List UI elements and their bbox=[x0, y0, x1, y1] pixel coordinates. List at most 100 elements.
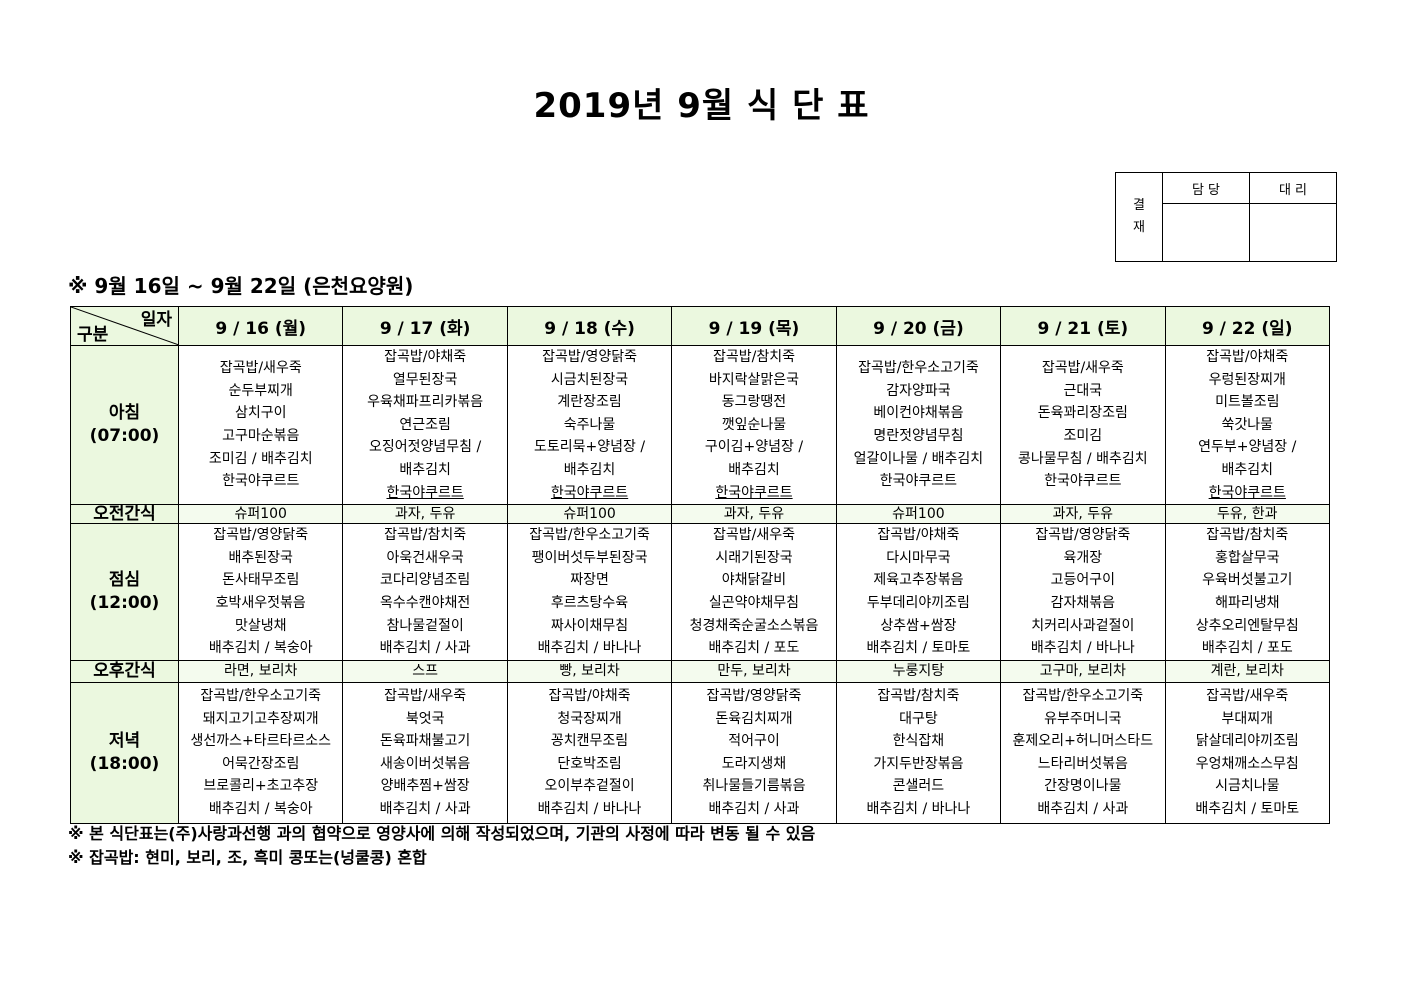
menu-item: 닭살데리야끼조림 bbox=[1195, 733, 1299, 750]
menu-item: 한국야쿠르트 bbox=[1208, 484, 1286, 501]
menu-item: 배추김치 / 사과 bbox=[708, 800, 800, 817]
menu-item: 간장명이나물 bbox=[1044, 778, 1122, 795]
menu-item: 한국야쿠르트 bbox=[386, 484, 464, 501]
menu-item: 조미김 / 배추김치 bbox=[208, 450, 313, 467]
header-row: 일자 구분 9 / 16 (월) 9 / 17 (화) 9 / 18 (수) 9 / … bbox=[70, 306, 1331, 346]
menu-item: 후르츠탕수육 bbox=[550, 594, 629, 611]
menu-item: 동그랑땡전 bbox=[721, 394, 787, 411]
menu-item: 오징어젓양념무침 / bbox=[369, 439, 482, 456]
approval-sign-manager[interactable] bbox=[1162, 203, 1250, 262]
menu-item: 베이컨야채볶음 bbox=[873, 405, 964, 422]
menu-cell: 잡곡밥/영양닭죽 돈육김치찌개 적어구이 도라지생채 취나물들기름볶음 배추김치 / 사과 bbox=[671, 681, 837, 824]
menu-item: 얼갈이나물 / 배추김치 bbox=[853, 450, 984, 467]
menu-item: 육개장 bbox=[1063, 549, 1103, 566]
menu-item: 제육고추장볶음 bbox=[873, 572, 964, 589]
approval-sign-deputy[interactable] bbox=[1249, 203, 1337, 262]
menu-item: 홍합살무국 bbox=[1215, 549, 1280, 566]
approval-col-manager: 담 당 bbox=[1162, 172, 1250, 204]
menu-item: 시금치된장국 bbox=[550, 371, 629, 388]
menu-cell: 슈퍼100 bbox=[835, 504, 1002, 525]
menu-item: 돈육김치찌개 bbox=[715, 710, 793, 727]
day-header: 9 / 19 (목) bbox=[671, 306, 837, 346]
menu-cell: 잡곡밥/영양닭죽 배추된장국 돈사태무조림 호박새우젓볶음 맛살냉채 배추김치 / 복숭아 bbox=[177, 523, 344, 661]
menu-cell: 잡곡밥/야채죽 우렁된장찌개 미트볼조림 쑥갓나물 연두부+양념장 / 배추김치 한국야쿠르… bbox=[1164, 344, 1331, 506]
page-title: 2019년 9월 식 단 표 bbox=[533, 86, 870, 126]
menu-item: 미트볼조림 bbox=[1215, 394, 1280, 411]
menu-item: 감자채볶음 bbox=[1050, 594, 1116, 611]
menu-item: 잡곡밥/한우소고기죽 bbox=[200, 687, 322, 704]
corner-cell: 일자 구분 bbox=[70, 306, 179, 346]
menu-item: 조미김 bbox=[1063, 428, 1103, 445]
menu-item: 단호박조림 bbox=[557, 755, 622, 772]
menu-item: 한국야쿠르트 bbox=[879, 473, 958, 490]
menu-item: 감자양파국 bbox=[886, 382, 951, 399]
menu-item: 꽁치캔무조림 bbox=[550, 733, 629, 750]
menu-item: 배추김치 / 포도 bbox=[708, 640, 800, 657]
menu-item: 실곤약야채무침 bbox=[708, 594, 800, 611]
menu-item: 잡곡밥/한우소고기죽 bbox=[529, 527, 650, 544]
row-label-name: 오전간식 bbox=[93, 504, 156, 525]
day-header: 9 / 18 (수) bbox=[506, 306, 673, 346]
day-header: 9 / 20 (금) bbox=[835, 306, 1002, 346]
menu-cell: 잡곡밥/참치죽 대구탕 한식잡채 가지두반장볶음 콘샐러드 배추김치 / 바나나 bbox=[835, 681, 1002, 824]
menu-item: 부대찌개 bbox=[1221, 710, 1274, 727]
menu-cell: 슈퍼100 bbox=[177, 504, 344, 525]
menu-item: 아욱건새우국 bbox=[386, 549, 464, 566]
menu-item: 배추된장국 bbox=[228, 549, 293, 566]
menu-cell: 잡곡밥/새우죽 순두부찌개 삼치구이 고구마순볶음 조미김 / 배추김치 한국야쿠르트 bbox=[177, 344, 344, 506]
menu-item: 돈사태무조림 bbox=[222, 572, 300, 589]
menu-item: 잡곡밥/영양닭죽 bbox=[1035, 527, 1131, 544]
menu-item: 배추김치 / 바나나 bbox=[866, 800, 971, 817]
menu-item: 시금치나물 bbox=[1215, 778, 1280, 795]
menu-cell: 고구마, 보리차 bbox=[1000, 659, 1166, 683]
menu-item: 한국야쿠르트 bbox=[222, 473, 300, 490]
menu-cell: 슈퍼100 bbox=[506, 504, 673, 525]
menu-cell: 스프 bbox=[342, 659, 508, 683]
menu-item: 깻잎순나물 bbox=[721, 416, 787, 433]
day-header: 9 / 21 (토) bbox=[1000, 306, 1166, 346]
menu-cell: 잡곡밥/새우죽 근대국 돈육꽈리장조림 조미김 콩나물무침 / 배추김치 한국야쿠르트 bbox=[1000, 344, 1166, 506]
menu-item: 적어구이 bbox=[728, 733, 780, 750]
menu-item: 배추김치 / 사과 bbox=[1037, 800, 1129, 817]
menu-item: 우육채파프리카볶음 bbox=[367, 394, 484, 411]
menu-item: 다시마무국 bbox=[886, 549, 951, 566]
menu-item: 치커리사과겉절이 bbox=[1031, 617, 1135, 634]
menu-table: 일자 구분 9 / 16 (월) 9 / 17 (화) 9 / 18 (수) 9 / … bbox=[70, 306, 1331, 824]
menu-item: 한식잡채 bbox=[892, 733, 945, 750]
menu-item: 고구마순볶음 bbox=[222, 428, 300, 445]
row-label-time: (18:00) bbox=[89, 753, 160, 774]
menu-item: 잡곡밥/야채죽 bbox=[877, 527, 960, 544]
menu-item: 잡곡밥/영양닭죽 bbox=[542, 349, 637, 365]
menu-item: 오이부추겉절이 bbox=[544, 778, 635, 795]
menu-item: 배추김치 bbox=[563, 461, 616, 478]
menu-item: 짜사이채무침 bbox=[550, 617, 629, 634]
row-label: 오후간식 bbox=[70, 659, 179, 683]
menu-cell: 잡곡밥/참치죽 아욱건새우국 코다리양념조림 옥수수캔야채전 참나물겉절이 배추김치 / … bbox=[342, 523, 508, 661]
menu-item: 새송이버섯볶음 bbox=[380, 755, 471, 772]
day-header: 9 / 22 (일) bbox=[1164, 306, 1331, 346]
menu-item: 잡곡밥/새우죽 bbox=[712, 527, 795, 544]
menu-item: 잡곡밥/야채죽 bbox=[384, 349, 467, 365]
menu-item: 도토리묵+양념장 / bbox=[534, 439, 646, 456]
corner-category-label: 구분 bbox=[77, 325, 109, 345]
row-label: 아침 (07:00) bbox=[70, 344, 179, 506]
menu-item: 잡곡밥/한우소고기죽 bbox=[858, 360, 979, 377]
menu-cell: 잡곡밥/참치죽 홍합살무국 우육버섯불고기 해파리냉채 상추오리엔탈무침 배추김치 / 포… bbox=[1164, 523, 1331, 661]
menu-item: 코다리양념조림 bbox=[380, 572, 471, 589]
row-label-name: 아침 bbox=[108, 403, 141, 424]
menu-item: 연근조림 bbox=[399, 416, 451, 433]
menu-item: 잡곡밥/참치죽 bbox=[384, 527, 467, 544]
meal-row: 저녁 (18:00) 잡곡밥/한우소고기죽 돼지고기고추장찌개 생선까스+타르타르소스 어… bbox=[70, 681, 1331, 824]
diagonal-line bbox=[71, 307, 179, 345]
menu-item: 취나물들기름볶음 bbox=[702, 778, 806, 795]
approval-col-deputy: 대 리 bbox=[1249, 172, 1337, 204]
menu-item: 잡곡밥/영양닭죽 bbox=[213, 527, 309, 544]
menu-item: 배추김치 bbox=[728, 461, 780, 478]
row-label-name: 점심 bbox=[108, 570, 141, 591]
menu-item: 배추김치 / 바나나 bbox=[1030, 640, 1135, 657]
menu-cell: 잡곡밥/야채죽 청국장찌개 꽁치캔무조림 단호박조림 오이부추겉절이 배추김치 / 바나나 bbox=[506, 681, 673, 824]
row-label-name: 오후간식 bbox=[93, 661, 156, 682]
menu-item: 시래기된장국 bbox=[715, 549, 793, 566]
menu-item: 콩나물무침 / 배추김치 bbox=[1018, 450, 1148, 467]
notes: ※ 본 식단표는(주)사랑과선행 과의 협약으로 영양사에 의해 작성되었으며,… bbox=[68, 822, 815, 870]
